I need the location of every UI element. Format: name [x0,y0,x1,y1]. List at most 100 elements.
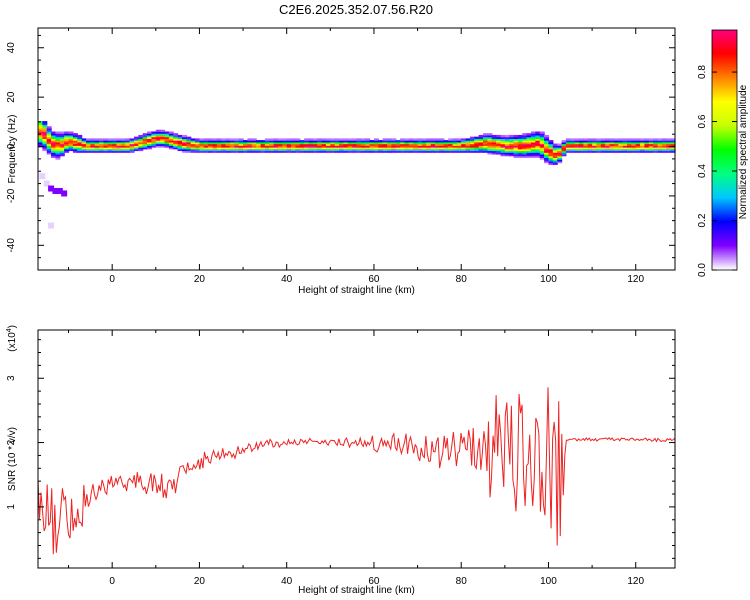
heatmap-cell [68,131,74,134]
colorbar-segment [712,198,737,201]
heatmap-cell [535,152,541,155]
heatmap-cell [356,140,362,143]
heatmap-cell [640,148,646,152]
heatmap-cell [308,150,314,153]
heatmap-cell [347,140,353,143]
heatmap-cell [90,147,96,150]
colorbar-segment [712,122,737,125]
heatmap-cell [613,148,619,152]
heatmap-cell [286,148,292,152]
heatmap-cell [504,152,510,155]
colorbar-segment [712,152,737,155]
heatmap-cell [269,145,275,148]
colorbar-segment [712,128,737,131]
heatmap-cell [238,145,244,148]
heatmap-cell [260,140,266,143]
heatmap-cell [225,143,231,146]
heatmap-cell [203,143,209,146]
heatmap-cell [670,141,676,145]
heatmap-cell [644,148,650,152]
colorbar-segment [712,80,737,83]
heatmap-cell [234,138,240,141]
heatmap-cell [142,145,148,148]
colorbar-segment [712,134,737,137]
heatmap-cell [491,140,497,143]
heatmap-cell [513,134,519,138]
heatmap-cell [605,140,611,143]
heatmap-cell [138,148,144,152]
heatmap-cell [526,155,532,158]
heatmap-cell [469,143,475,146]
heatmap-cell [282,147,288,150]
heatmap-cell [504,143,510,146]
heatmap-cell [269,143,275,146]
colorbar-segment [712,268,737,271]
heatmap-cell [264,141,270,145]
heatmap-cell [539,148,545,152]
heatmap-cell [461,143,467,146]
heatmap-cell [107,138,113,141]
heatmap-cell [77,140,83,143]
heatmap-cell [360,147,366,150]
heatmap-cell [661,138,667,141]
y-axis-label: Frequency (Hz) [7,115,18,184]
heatmap-cell [513,152,519,155]
heatmap-cell [360,148,366,152]
heatmap-cell [168,143,174,146]
heatmap-cell [195,143,201,146]
heatmap-cell [55,131,61,134]
heatmap-cell [77,138,83,141]
heatmap-cell [496,152,502,155]
heatmap-cell [59,152,65,155]
colorbar-segment [712,54,737,57]
heatmap-cell [168,134,174,138]
heatmap-cell [308,140,314,143]
heatmap-cell [94,148,100,152]
heatmap-cell [670,140,676,143]
heatmap-cell [321,148,327,152]
heatmap-cell [168,136,174,139]
heatmap-cell [483,143,488,146]
heatmap-cell [618,145,624,148]
heatmap-cell [474,138,480,141]
heatmap-cell [552,145,558,148]
heatmap-cell [548,162,554,165]
heatmap-cell [72,136,78,139]
heatmap-cell [592,140,598,143]
heatmap-cell [500,138,506,141]
heatmap-cell [461,140,467,143]
heatmap-cell [487,152,493,155]
heatmap-cell [81,145,87,148]
heatmap-cell [605,138,611,141]
heatmap-cell [103,143,109,146]
snr-panel: 0 20 40 60 80 100 120 1 2 3 Height of straight lin… [6,325,676,596]
heatmap-cell [277,145,283,148]
heatmap-cell [557,152,563,155]
colorbar-segment [712,42,737,45]
heatmap-cell [526,140,532,143]
heatmap-cell [465,141,471,145]
heatmap-cell [509,147,515,150]
heatmap-cell [579,148,584,152]
heatmap-cell [579,140,584,143]
heatmap-cell [600,145,606,148]
heatmap-cell [408,148,414,152]
heatmap-cell [491,141,497,145]
heatmap-cell [90,150,96,153]
heatmap-cell [491,143,497,146]
heatmap-cell [531,136,536,139]
colorbar-segment [712,242,737,245]
heatmap-cell [439,147,445,150]
heatmap-cell [400,138,406,141]
heatmap-cell [565,138,571,141]
heatmap-cell [308,138,314,141]
heatmap-cell [587,145,593,148]
heatmap-cell [304,138,310,141]
heatmap-cell [640,141,646,145]
colorbar-segment [712,108,737,111]
heatmap-cell [552,159,558,162]
heatmap-cell [260,141,266,145]
heatmap-cell [299,148,305,152]
heatmap-cell [251,140,257,143]
heatmap-cell [59,148,65,152]
